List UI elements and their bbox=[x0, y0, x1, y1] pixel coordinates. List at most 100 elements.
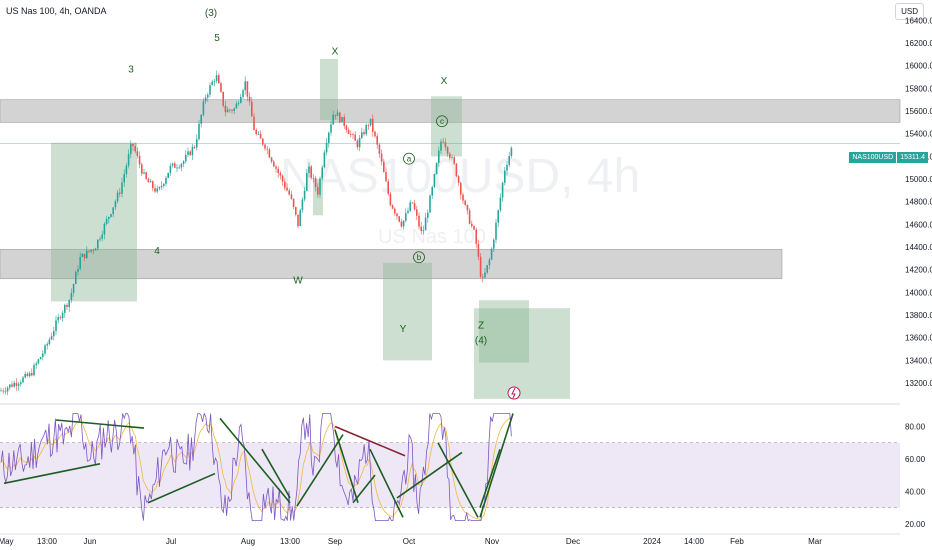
candle bbox=[110, 214, 112, 217]
candle bbox=[471, 223, 473, 227]
candle bbox=[145, 172, 147, 179]
candle bbox=[266, 148, 268, 150]
candle bbox=[279, 172, 282, 176]
circled-wave-label: c bbox=[440, 117, 444, 126]
rsi-trendline[interactable] bbox=[261, 448, 291, 499]
candle bbox=[77, 269, 79, 272]
candle bbox=[488, 259, 491, 266]
time-axis-tick: Jun bbox=[84, 537, 97, 546]
candle bbox=[105, 219, 108, 224]
candle bbox=[363, 132, 365, 135]
candle bbox=[22, 377, 24, 383]
candle bbox=[143, 172, 145, 174]
rsi-trendline[interactable] bbox=[479, 448, 501, 508]
circled-wave-label: b bbox=[417, 253, 422, 262]
rsi-trendline[interactable] bbox=[334, 429, 359, 504]
green-zone[interactable] bbox=[320, 58, 338, 121]
time-axis-tick: 13:00 bbox=[280, 537, 301, 546]
candle bbox=[501, 182, 504, 198]
rsi-trendline[interactable] bbox=[479, 413, 514, 518]
candle bbox=[290, 194, 293, 199]
candle bbox=[479, 256, 482, 277]
candle bbox=[114, 201, 117, 208]
green-zone[interactable] bbox=[383, 262, 432, 361]
candle bbox=[196, 139, 198, 148]
rsi-trendline[interactable] bbox=[3, 463, 101, 485]
time-axis-tick: Mar bbox=[808, 537, 822, 546]
rsi-trendline[interactable] bbox=[369, 448, 404, 518]
gray-zone[interactable] bbox=[0, 99, 901, 123]
rsi-trendline[interactable] bbox=[219, 417, 291, 504]
candle bbox=[44, 345, 46, 354]
price-axis-tick: 14600.0 bbox=[905, 220, 932, 229]
candle bbox=[435, 162, 438, 174]
rsi-trendline[interactable] bbox=[352, 474, 376, 504]
candle bbox=[420, 226, 422, 231]
candle bbox=[336, 112, 339, 116]
candle bbox=[9, 384, 11, 388]
rsi-trendline[interactable] bbox=[334, 425, 406, 457]
gray-zone[interactable] bbox=[0, 248, 783, 280]
candle bbox=[134, 146, 136, 152]
candle bbox=[248, 96, 251, 102]
candle bbox=[277, 168, 279, 173]
circled-wave-marker bbox=[436, 115, 448, 128]
candle bbox=[174, 163, 176, 168]
candle bbox=[141, 164, 143, 174]
rsi-trendline[interactable] bbox=[55, 419, 145, 429]
rsi-trendline[interactable] bbox=[396, 451, 463, 499]
candle bbox=[235, 103, 238, 109]
green-zone[interactable] bbox=[51, 142, 137, 302]
candle bbox=[119, 192, 121, 194]
candle bbox=[75, 271, 77, 284]
candle bbox=[50, 336, 53, 340]
candle bbox=[288, 190, 290, 195]
candle bbox=[464, 200, 466, 205]
wave-label: Z bbox=[478, 321, 484, 332]
candle bbox=[86, 250, 88, 259]
candle bbox=[35, 363, 37, 366]
candle bbox=[310, 166, 312, 178]
price-axis-tick: 15400.0 bbox=[905, 130, 932, 139]
candle bbox=[0, 390, 2, 392]
candle bbox=[270, 157, 273, 162]
rsi-trendline[interactable] bbox=[296, 434, 344, 507]
candle bbox=[407, 210, 409, 214]
currency-button[interactable]: USD bbox=[895, 3, 924, 20]
candle bbox=[59, 317, 62, 319]
time-axis-tick: Nov bbox=[485, 537, 499, 546]
lightning-icon[interactable] bbox=[507, 386, 521, 400]
candle bbox=[457, 176, 460, 183]
candle bbox=[422, 230, 425, 231]
last-price-symbol: NAS100USD bbox=[849, 152, 897, 163]
time-axis-tick: Jul bbox=[166, 537, 176, 546]
green-zone[interactable] bbox=[479, 300, 529, 363]
candle bbox=[259, 134, 262, 139]
candle bbox=[160, 185, 163, 188]
candle bbox=[378, 144, 381, 154]
candle bbox=[26, 373, 29, 377]
wave-label: Y bbox=[400, 324, 407, 335]
candle bbox=[136, 151, 139, 156]
candle bbox=[39, 357, 42, 360]
candle bbox=[156, 188, 158, 192]
green-zone[interactable] bbox=[474, 308, 570, 399]
wave-label: (3) bbox=[205, 8, 217, 19]
candle bbox=[319, 178, 321, 195]
green-zone[interactable] bbox=[431, 96, 462, 157]
candle bbox=[176, 167, 178, 169]
candle bbox=[365, 125, 367, 135]
candle bbox=[116, 192, 119, 202]
candle bbox=[262, 138, 264, 145]
rsi-trendline[interactable] bbox=[147, 472, 216, 504]
candle bbox=[442, 141, 444, 143]
rsi-trendline[interactable] bbox=[437, 442, 479, 518]
candle bbox=[449, 153, 451, 159]
candle bbox=[209, 85, 211, 95]
candle bbox=[345, 125, 348, 131]
price-axis-tick: 15800.0 bbox=[905, 84, 932, 93]
last-price-label: NAS100USD 15311.4 bbox=[849, 152, 928, 163]
candle bbox=[482, 276, 484, 278]
price-axis-tick: 13400.0 bbox=[905, 356, 932, 365]
